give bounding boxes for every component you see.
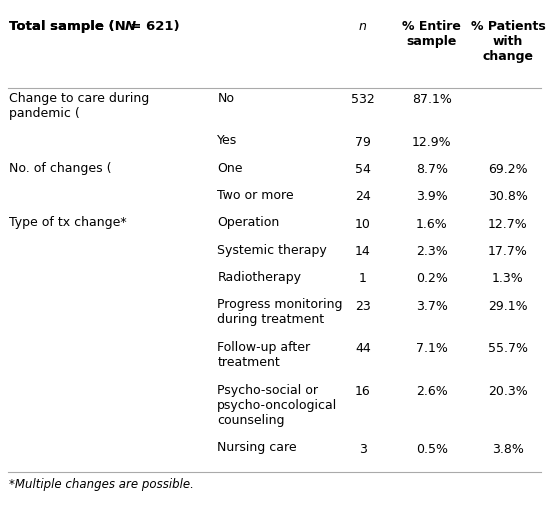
Text: 1.6%: 1.6% — [416, 218, 448, 231]
Text: % Entire
sample: % Entire sample — [403, 20, 461, 48]
Text: 17.7%: 17.7% — [488, 245, 528, 258]
Text: 1.3%: 1.3% — [492, 273, 524, 285]
Text: Yes: Yes — [217, 134, 237, 147]
Text: 3.8%: 3.8% — [492, 443, 524, 456]
Text: 7.1%: 7.1% — [416, 342, 448, 356]
Text: n: n — [359, 20, 367, 33]
Text: 12.9%: 12.9% — [412, 136, 451, 149]
Text: Follow-up after
treatment: Follow-up after treatment — [217, 341, 310, 369]
Text: *Multiple changes are possible.: *Multiple changes are possible. — [9, 478, 194, 491]
Text: Progress monitoring
during treatment: Progress monitoring during treatment — [217, 298, 343, 326]
Text: 29.1%: 29.1% — [488, 300, 528, 313]
Text: Radiotherapy: Radiotherapy — [217, 271, 301, 284]
Text: 20.3%: 20.3% — [488, 385, 528, 398]
Text: 55.7%: 55.7% — [488, 342, 528, 356]
Text: 14: 14 — [355, 245, 371, 258]
Text: 23: 23 — [355, 300, 371, 313]
Text: Type of tx change*: Type of tx change* — [9, 216, 127, 229]
Text: Nursing care: Nursing care — [217, 441, 297, 454]
Text: Operation: Operation — [217, 216, 280, 229]
Text: 3: 3 — [359, 443, 367, 456]
Text: 532: 532 — [351, 93, 375, 106]
Text: 1: 1 — [359, 273, 367, 285]
Text: 3.7%: 3.7% — [416, 300, 448, 313]
Text: 3.9%: 3.9% — [416, 190, 448, 204]
Text: Two or more: Two or more — [217, 189, 294, 202]
Text: Psycho-social or
psycho-oncological
counseling: Psycho-social or psycho-oncological coun… — [217, 383, 337, 427]
Text: 69.2%: 69.2% — [488, 163, 528, 176]
Text: One: One — [217, 162, 243, 175]
Text: Total sample (: Total sample ( — [9, 20, 115, 33]
Text: 8.7%: 8.7% — [416, 163, 448, 176]
Text: 30.8%: 30.8% — [488, 190, 528, 204]
Text: 10: 10 — [355, 218, 371, 231]
Text: N: N — [125, 20, 136, 33]
Text: 79: 79 — [355, 136, 371, 149]
Text: No: No — [217, 92, 235, 105]
Text: 2.3%: 2.3% — [416, 245, 448, 258]
Text: 2.6%: 2.6% — [416, 385, 448, 398]
Text: 0.2%: 0.2% — [416, 273, 448, 285]
Text: No. of changes (: No. of changes ( — [9, 162, 112, 175]
Text: 24: 24 — [355, 190, 371, 204]
Text: 12.7%: 12.7% — [488, 218, 528, 231]
Text: Systemic therapy: Systemic therapy — [217, 243, 327, 257]
Text: 54: 54 — [355, 163, 371, 176]
Text: Total sample (⁠⁠⁠⁠⁠⁠⁠⁠⁠⁠⁠⁠⁠⁠⁠N = 621): Total sample (⁠⁠⁠⁠⁠⁠⁠⁠⁠⁠⁠⁠⁠⁠⁠N = 621) — [9, 20, 180, 33]
Text: 16: 16 — [355, 385, 371, 398]
Text: 0.5%: 0.5% — [416, 443, 448, 456]
Text: % Patients
with
change: % Patients with change — [470, 20, 545, 63]
Text: 44: 44 — [355, 342, 371, 356]
Text: Change to care during
pandemic (: Change to care during pandemic ( — [9, 92, 150, 120]
Text: 87.1%: 87.1% — [412, 93, 452, 106]
